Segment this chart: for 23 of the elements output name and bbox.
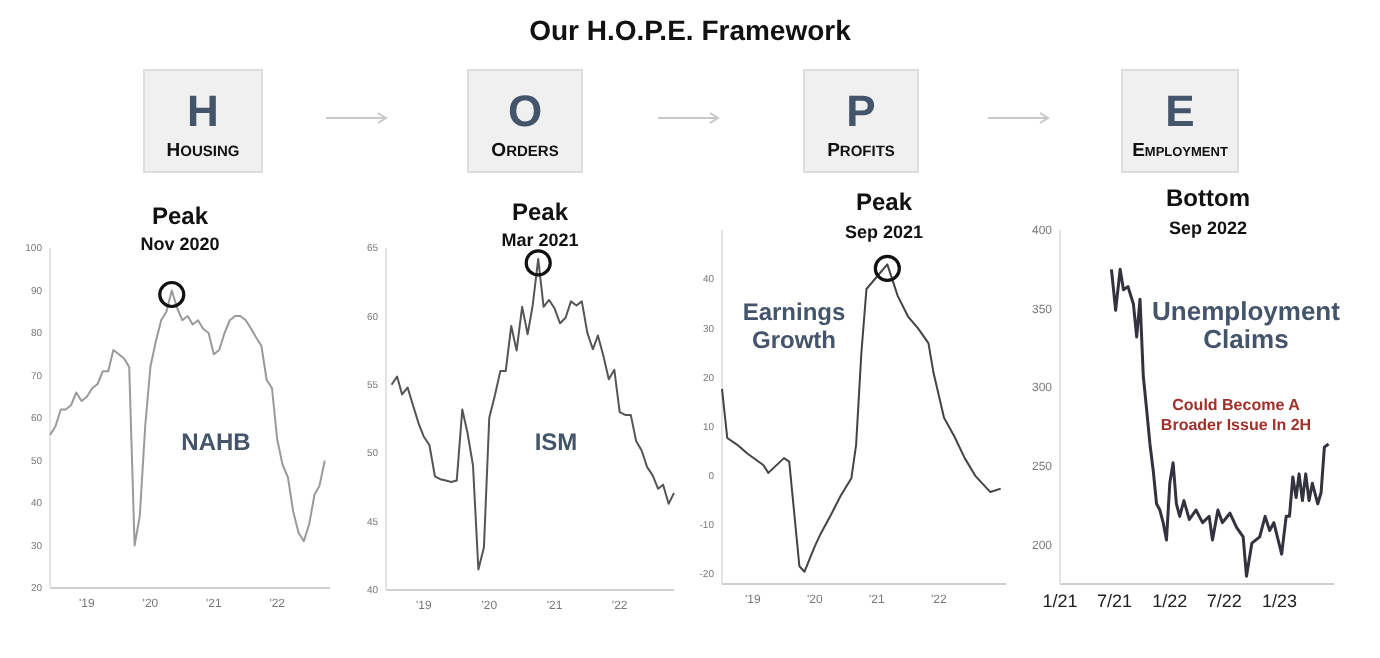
annotation: Could Become A Broader Issue In 2H (1160, 396, 1312, 434)
x-tick-label: 1/22 (1152, 590, 1188, 611)
chart-title: Peak (151, 202, 209, 230)
chart-subtitle: Sep 2022 (1168, 218, 1248, 238)
x-tick-label: 7/22 (1206, 590, 1242, 611)
text: E (1165, 86, 1195, 136)
chart-title: Bottom (1166, 184, 1250, 212)
chart-subtitle: Sep 2021 (844, 222, 924, 242)
annotation: Earnings Growth (742, 298, 846, 354)
chart-title: Peak (855, 188, 913, 216)
text: P (846, 86, 876, 136)
text: Our H.O.P.E. Framework (529, 14, 852, 46)
chart-subtitle: Nov 2020 (140, 234, 220, 254)
x-tick-label: 1/23 (1262, 590, 1298, 611)
annotation: ISM (534, 428, 578, 456)
text: O (507, 86, 543, 136)
chart-subtitle: Mar 2021 (501, 230, 579, 250)
x-tick-label: 1/21 (1042, 590, 1078, 611)
annotation: Unemployment Claims (1152, 296, 1342, 354)
text: H (187, 86, 219, 136)
x-tick-label: 7/21 (1096, 590, 1132, 611)
annotation: NAHB (181, 428, 252, 456)
chart-title: Peak (511, 198, 569, 226)
